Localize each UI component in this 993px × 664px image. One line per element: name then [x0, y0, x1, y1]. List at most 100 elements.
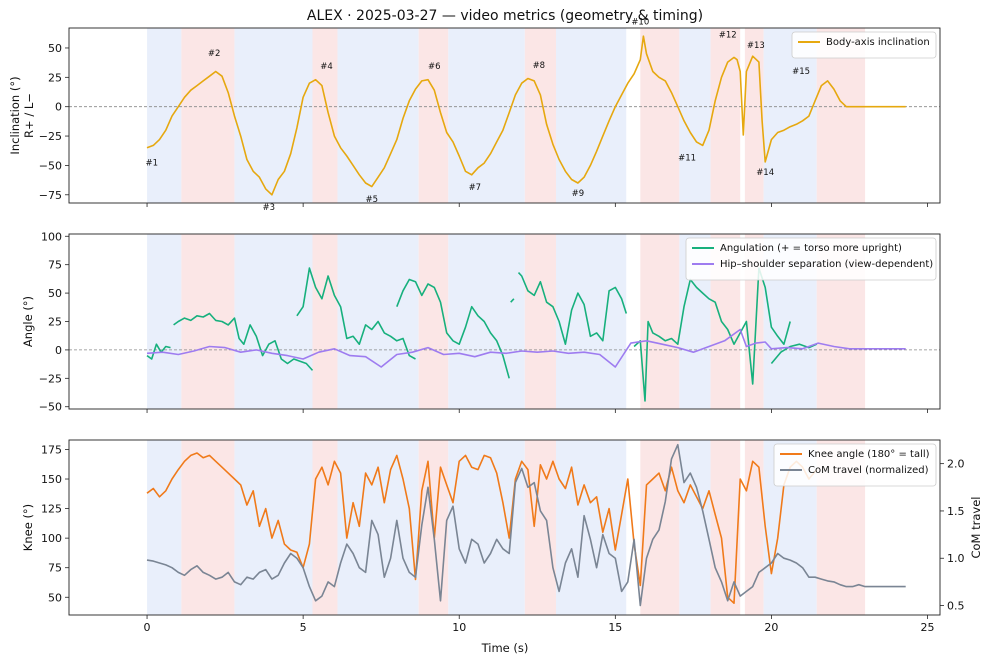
band-red	[524, 28, 557, 203]
band-red	[181, 440, 235, 615]
y-tick-label: 125	[41, 503, 62, 516]
band-red	[312, 234, 338, 409]
peak-annotation: #14	[756, 168, 774, 178]
band-blue	[448, 234, 525, 409]
peak-annotation: #10	[631, 17, 649, 27]
x-tick-label: 25	[921, 621, 935, 634]
plot-area	[69, 28, 940, 203]
peak-annotation: #13	[747, 41, 765, 51]
band-blue	[679, 440, 711, 615]
series-line-1	[510, 298, 515, 303]
legend-box	[773, 443, 937, 487]
band-red	[418, 234, 449, 409]
peak-annotation: #11	[678, 154, 696, 164]
y-tick-label: 0	[55, 101, 62, 114]
x-tick-label: 20	[764, 621, 778, 634]
band-blue	[147, 440, 182, 615]
peak-annotation: #9	[572, 189, 585, 199]
y-tick-label: 150	[41, 473, 62, 486]
y-tick-label: 100	[41, 532, 62, 545]
band-red	[418, 28, 449, 203]
series-line-2	[146, 328, 906, 368]
y-tick-label: −50	[39, 401, 62, 414]
y-tick-label: 25	[48, 316, 62, 329]
band-red	[744, 440, 764, 615]
peak-annotation: #12	[719, 30, 737, 40]
panel-angle: −50 −25 0 25 50 75 100 Angle (°) Angulation (+ =…	[21, 230, 941, 414]
plot-area	[69, 234, 940, 409]
peak-annotation: #3	[263, 203, 276, 213]
band-blue	[679, 28, 711, 203]
legend: Angulation (+ = torso more upright) Hip–s…	[685, 237, 937, 281]
band-red	[312, 28, 338, 203]
band-red	[181, 234, 235, 409]
y-axis-label: Angle (°)	[21, 296, 35, 347]
band-blue	[556, 234, 627, 409]
x-tick-label: 5	[300, 621, 307, 634]
peak-annotation: #2	[208, 49, 221, 59]
y-axis-label: Knee (°)	[21, 504, 35, 551]
y-tick-label: 75	[48, 259, 62, 272]
band-blue	[234, 28, 313, 203]
band-red	[710, 440, 741, 615]
legend: Knee angle (180° = tall) CoM travel (norm…	[773, 443, 937, 487]
y-axis-label: Inclination (°)	[8, 76, 22, 154]
y-tick-label: 100	[41, 230, 62, 243]
y-tick-label: −50	[39, 159, 62, 172]
legend-entry: CoM travel (normalized)	[808, 465, 929, 476]
peak-annotation: #5	[366, 195, 379, 205]
series-line-2	[146, 443, 906, 607]
peak-annotation: #1	[145, 158, 158, 168]
band-blue	[556, 28, 627, 203]
panel-inclination: #1 #2 #3 #4 #5 #6 #7 #8 #9 #10 #11 #12 #13 #14 #15 −75 −…	[8, 17, 941, 213]
y-tick-label: 25	[48, 71, 62, 84]
axes-frame	[68, 27, 941, 204]
band-blue	[234, 234, 313, 409]
series-line-1	[146, 35, 906, 196]
band-red	[710, 28, 741, 203]
band-red	[640, 234, 680, 409]
band-blue	[556, 440, 627, 615]
legend-entry: Body-axis inclination	[826, 37, 930, 48]
x-axis-label: Time (s)	[481, 641, 529, 655]
x-tick-label: 10	[452, 621, 466, 634]
series-line-1	[173, 312, 314, 371]
band-blue	[337, 28, 419, 203]
y-right-tick-label: 1.0	[947, 552, 965, 565]
y-tick-label: 0	[55, 344, 62, 357]
series-line-1	[146, 343, 171, 360]
axes-frame	[68, 439, 941, 616]
series-line-1	[770, 343, 818, 365]
x-tick-label: 0	[144, 621, 151, 634]
y-axis-sublabel: R+ / L−	[22, 93, 36, 138]
legend-box	[685, 237, 937, 281]
y-right-tick-label: 1.5	[947, 505, 965, 518]
y-tick-label: −25	[39, 130, 62, 143]
y-axis-right-label: CoM travel	[969, 496, 983, 558]
y-tick-label: 75	[48, 562, 62, 575]
band-blue	[448, 28, 525, 203]
legend-entry: Knee angle (180° = tall)	[808, 449, 930, 460]
band-blue	[147, 28, 182, 203]
series-line-1	[296, 267, 416, 360]
panel-knee-com: 0 5 10 15 20 25 50 75 100 125 150 175 0.5 1.0 1.5 2.0 Kn…	[21, 439, 983, 634]
band-red	[181, 28, 235, 203]
x-tick-label: 15	[608, 621, 622, 634]
legend: Body-axis inclination	[791, 31, 937, 59]
band-blue	[337, 440, 419, 615]
band-red	[640, 28, 680, 203]
series-line-1	[396, 278, 510, 379]
peak-annotation: #7	[469, 183, 482, 193]
legend-box	[791, 31, 937, 59]
band-blue	[147, 234, 182, 409]
band-blue	[448, 440, 525, 615]
series-line-1	[633, 267, 791, 402]
peak-annotation: #8	[533, 61, 546, 71]
series-line-1	[517, 272, 628, 346]
y-tick-label: 175	[41, 443, 62, 456]
y-tick-label: 50	[48, 591, 62, 604]
series-line-1	[146, 452, 818, 605]
y-right-tick-label: 0.5	[947, 600, 965, 613]
band-blue	[234, 440, 313, 615]
